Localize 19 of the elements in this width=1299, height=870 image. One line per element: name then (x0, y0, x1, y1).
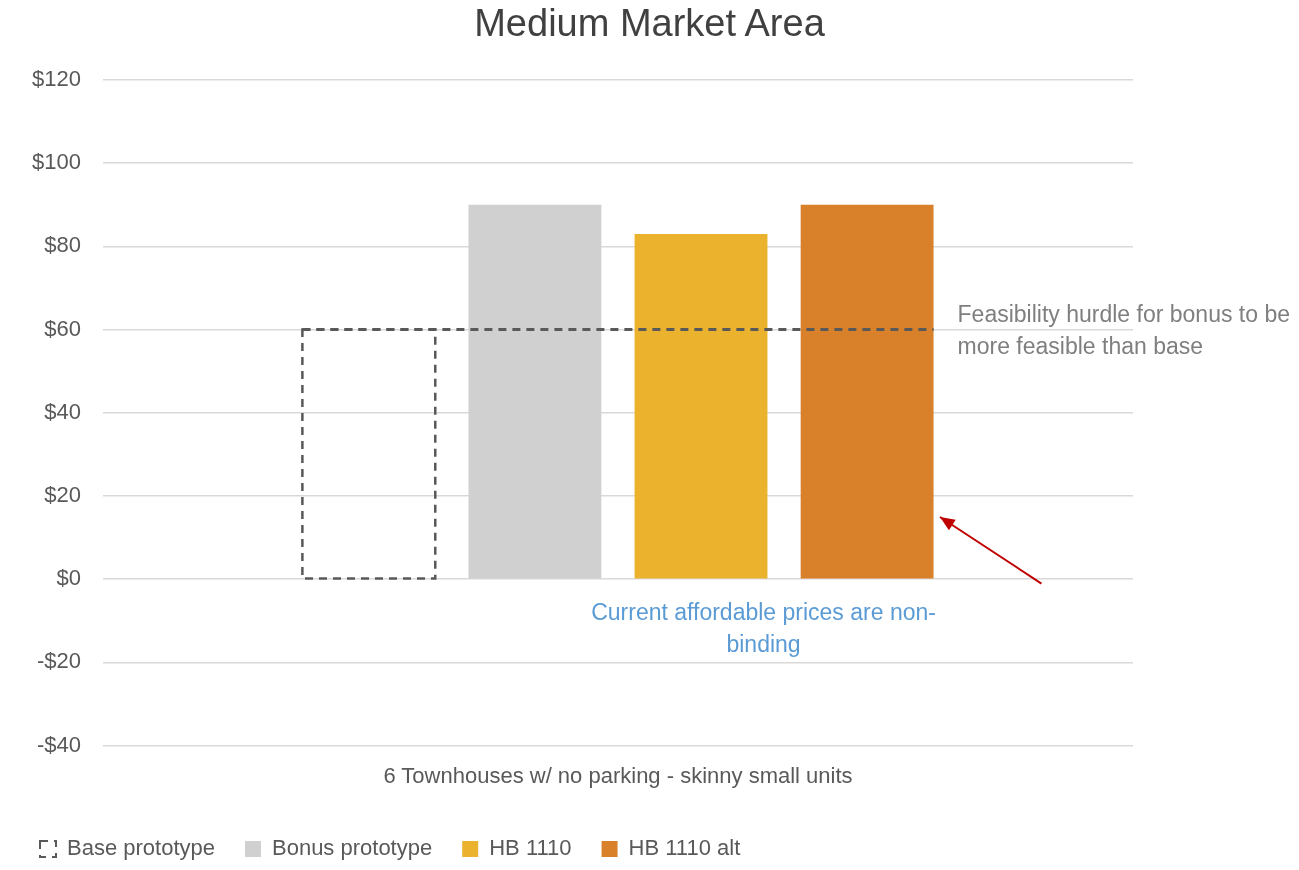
y-tick-label: $100 (31, 149, 81, 175)
annotation: Current affordable prices are non-binding (590, 597, 937, 659)
ref-line-label: Feasibility hurdle for bonus to be more feasible than base (957, 300, 1290, 359)
y-tick-label: $40 (44, 398, 81, 424)
y-tick-label: -$40 (36, 731, 81, 757)
chart-title: Medium Market Area (473, 2, 826, 45)
legend-label: HB 1110 (489, 835, 572, 861)
y-tick-label: $120 (31, 66, 81, 92)
y-tick-label: $80 (44, 232, 81, 258)
y-tick-label: $20 (44, 482, 81, 508)
y-tick-label: $0 (56, 565, 81, 591)
bar (800, 204, 934, 579)
y-tick-label: -$20 (36, 648, 81, 674)
y-tick-label: $60 (44, 315, 81, 341)
legend-label: Base prototype (67, 835, 215, 861)
x-tick-label: 6 Townhouses w/ no parking - skinny small units (383, 762, 853, 788)
legend-label: HB 1110 alt (628, 835, 741, 861)
bar (634, 233, 768, 579)
legend-label: Bonus prototype (271, 835, 433, 861)
